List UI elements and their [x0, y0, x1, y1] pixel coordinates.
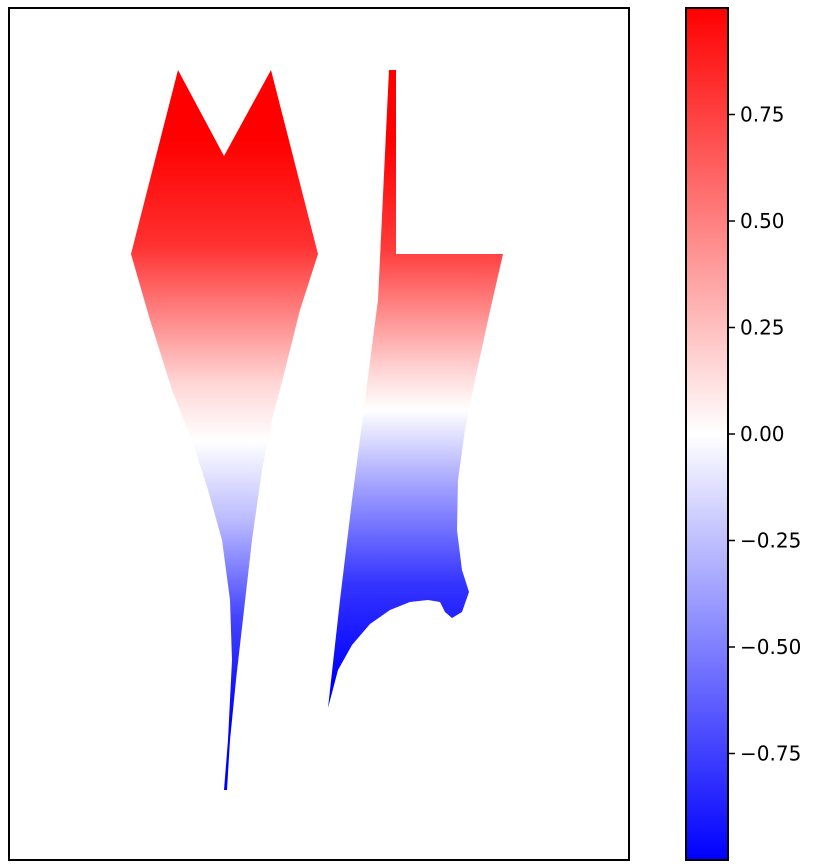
colorbar-tick-label: −0.75 — [740, 742, 801, 766]
heatmap-axes — [8, 7, 630, 861]
colorbar-tick-label: 0.25 — [740, 316, 785, 340]
right-glyph — [328, 70, 503, 708]
colorbar-tick-label: 0.00 — [740, 422, 785, 446]
colorbar-ticks: 0.75 0.50 0.25 0.00 −0.25 −0.50 −0.75 — [728, 103, 801, 766]
colorbar-tick-label: −0.25 — [740, 529, 801, 553]
colorbar-tick-label: 0.50 — [740, 209, 785, 233]
colorbar-tick-label: −0.50 — [740, 635, 801, 659]
left-glyph — [131, 70, 318, 790]
colorbar: 0.75 0.50 0.25 0.00 −0.25 −0.50 −0.75 — [685, 7, 801, 861]
plot-area — [8, 7, 630, 861]
colorbar-gradient — [685, 7, 729, 861]
colorbar-tick-label: 0.75 — [740, 103, 785, 127]
